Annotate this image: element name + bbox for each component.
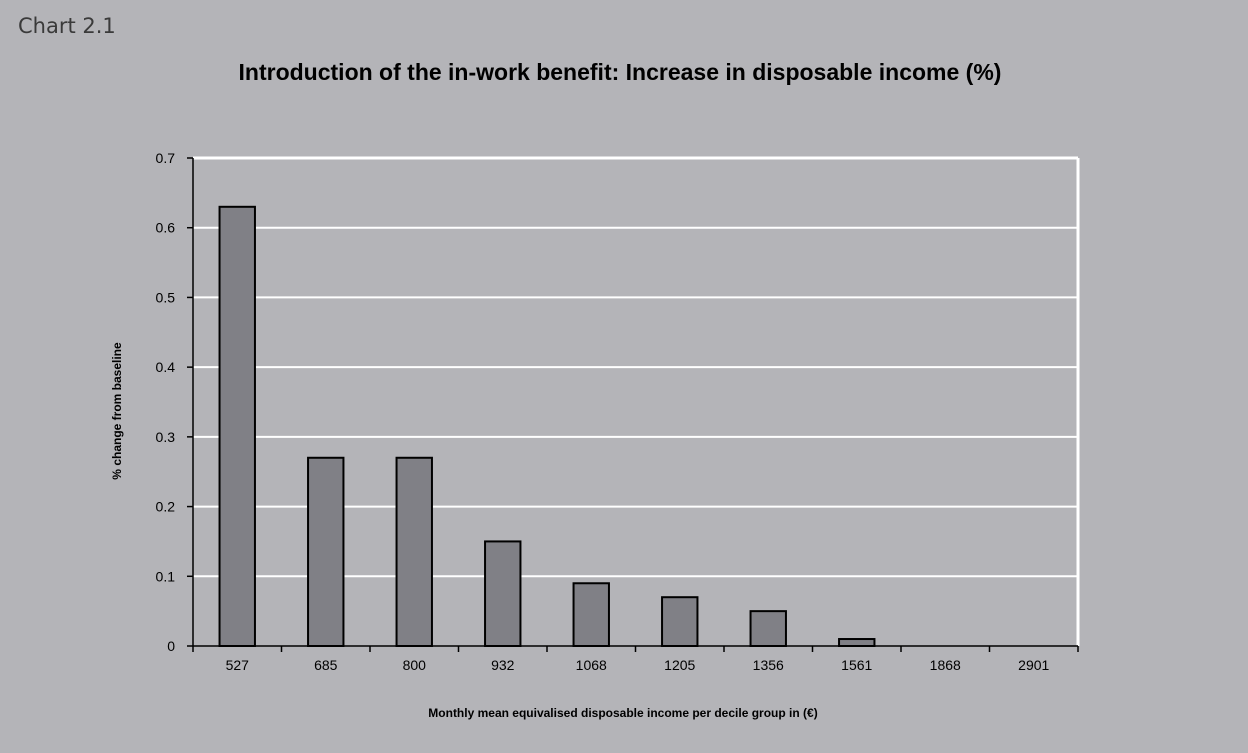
- y-tick-label: 0.3: [156, 429, 176, 445]
- y-tick-label: 0.6: [156, 220, 176, 236]
- x-tick-label: 1561: [841, 657, 872, 673]
- x-tick-label: 932: [491, 657, 515, 673]
- axes: [187, 156, 1080, 652]
- chart-label: Chart 2.1: [18, 14, 116, 38]
- y-tick-label: 0.2: [156, 499, 176, 515]
- x-tick-label: 800: [403, 657, 427, 673]
- bar-1205: [661, 596, 699, 648]
- y-tick-label: 0: [167, 638, 175, 654]
- y-tick-label: 0.7: [156, 150, 176, 166]
- tick-labels: 0 0.1 0.2 0.3 0.4 0.5 0.6 0.7 527 685 800 932 1068 12…: [156, 150, 1050, 673]
- bar-685: [307, 456, 345, 647]
- bar-932: [484, 540, 522, 648]
- bar-1356: [749, 610, 787, 648]
- x-tick-label: 1868: [930, 657, 961, 673]
- x-axis-title: Monthly mean equivalised disposable inco…: [428, 706, 817, 720]
- bar-527: [218, 205, 256, 648]
- x-tick-label: 1356: [753, 657, 784, 673]
- y-tick-label: 0.5: [156, 289, 176, 305]
- x-tick-label: 2901: [1018, 657, 1049, 673]
- chart-title: Introduction of the in-work benefit: Inc…: [238, 59, 1002, 85]
- y-tick-label: 0.1: [156, 568, 176, 584]
- x-tick-label: 1068: [576, 657, 607, 673]
- bars: [218, 205, 876, 648]
- y-axis-title: % change from baseline: [110, 342, 124, 480]
- y-tick-label: 0.4: [156, 359, 176, 375]
- bar-800: [395, 456, 433, 647]
- bar-1068: [572, 582, 610, 647]
- x-tick-label: 1205: [664, 657, 695, 673]
- bar-1561: [838, 638, 876, 647]
- x-tick-label: 527: [226, 657, 250, 673]
- x-tick-label: 685: [314, 657, 338, 673]
